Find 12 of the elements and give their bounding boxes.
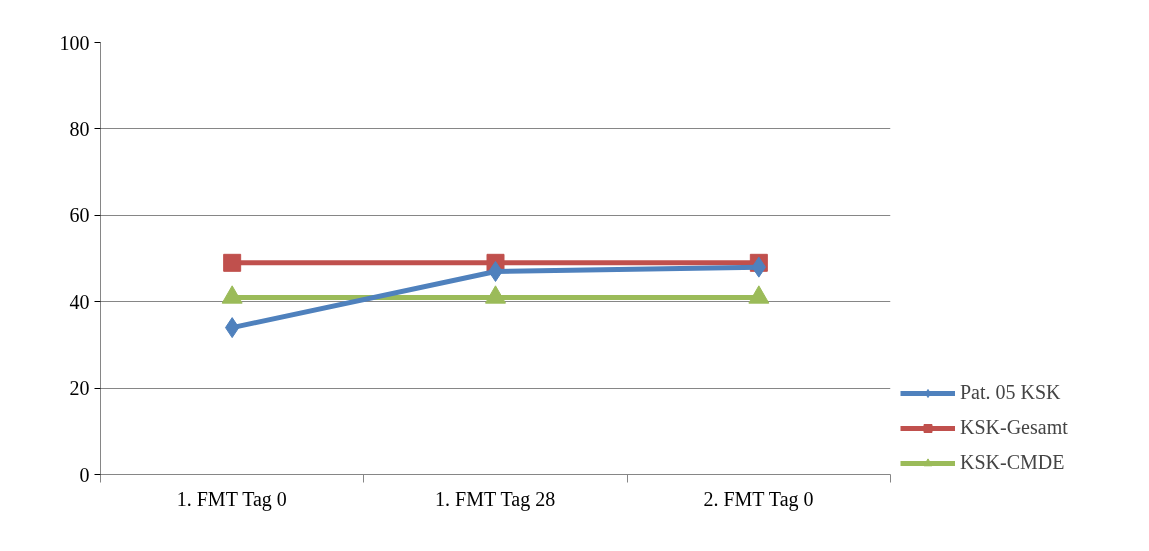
x-tick-label: 2. FMT Tag 0 <box>703 487 814 511</box>
y-tick-label: 20 <box>69 377 90 400</box>
y-tick-label: 80 <box>69 117 90 140</box>
y-tick-label: 60 <box>69 204 90 227</box>
legend-label: Pat. 05 KSK <box>960 381 1061 404</box>
y-tick-label: 40 <box>69 290 90 313</box>
y-tick-label: 100 <box>59 31 90 54</box>
y-tick-label: 0 <box>79 463 90 486</box>
x-tick-label: 1. FMT Tag 0 <box>176 487 287 511</box>
legend-label: KSK-Gesamt <box>960 416 1068 439</box>
x-tick-label: 1. FMT Tag 28 <box>435 487 556 511</box>
legend-label: KSK-CMDE <box>960 451 1065 474</box>
